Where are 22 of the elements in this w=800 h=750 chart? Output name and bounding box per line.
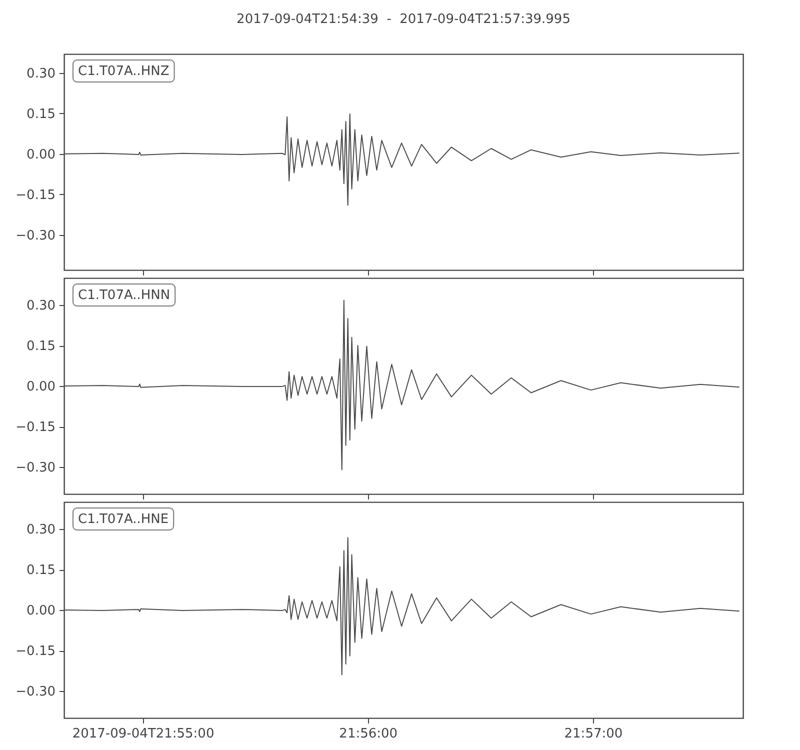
y-tick-label: 0.15 [26,106,56,122]
y-tick-label: 0.00 [26,380,56,394]
annotation: C1.T07A..HNE [78,512,169,527]
x-tick-label: 21:57:00 [564,726,623,742]
y-tick-label: −0.15 [16,644,56,659]
y-tick-label: 0.15 [26,339,56,354]
y-tick-label: −0.15 [16,188,56,203]
y-tick-label: 0.15 [26,563,56,578]
chart-title: 2017-09-04T21:54:39 - 2017-09-04T21:57:39.995 [236,12,570,27]
x-tick-label: 21:56:00 [339,726,398,742]
annotation: C1.T07A..HNN [78,288,170,303]
y-tick-label: −0.15 [16,420,56,435]
y-tick-label: 0.30 [26,66,56,82]
y-tick-label: 0.30 [26,298,56,314]
y-tick-label: 0.00 [26,147,56,162]
y-tick-label: −0.30 [16,228,56,244]
y-tick-label: −0.30 [16,460,56,476]
y-tick-label: −0.30 [16,684,56,700]
y-tick-label: 0.00 [26,604,56,618]
y-tick-label: 0.30 [26,522,56,538]
x-tick-label: 2017-09-04T21:55:00 [72,726,214,742]
annotation: C1.T07A..HNZ [78,64,170,79]
